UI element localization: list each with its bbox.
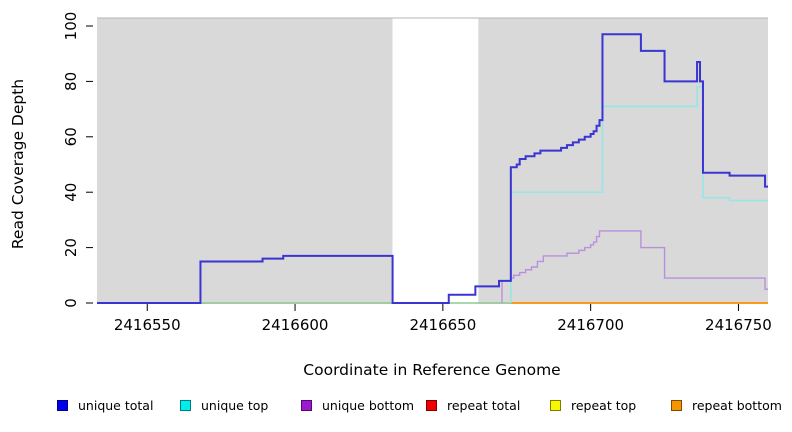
legend-label: repeat bottom [692, 397, 782, 413]
series-unique-top [510, 86, 768, 303]
y-tick-label: 40 [62, 183, 80, 202]
legend-item-repeat-total: repeat total [426, 397, 521, 413]
region-gap-unshaded [392, 18, 479, 304]
x-tick-label: 2416700 [557, 316, 624, 334]
repeat-top-swatch-icon [550, 399, 561, 411]
x-axis-label: Coordinate in Reference Genome [303, 361, 561, 379]
series-unique-bottom [501, 230, 768, 303]
y-tick-label: 20 [62, 238, 80, 257]
repeat-bottom-swatch-icon [671, 399, 682, 411]
y-tick-label: 100 [62, 12, 80, 41]
legend-item-repeat-top: repeat top [550, 397, 637, 413]
y-tick-label: 60 [62, 127, 80, 146]
x-tick-label: 2416650 [409, 316, 476, 334]
legend-label: repeat top [571, 397, 637, 413]
series-unique-total [97, 33, 768, 304]
y-tick-label: 80 [62, 72, 80, 91]
legend-label: unique total [78, 397, 154, 413]
y-tick-label: 0 [62, 298, 80, 308]
x-tick-label: 2416550 [114, 316, 181, 334]
unique-bottom-swatch-icon [301, 399, 312, 411]
legend-item-unique-top: unique top [180, 397, 269, 413]
y-axis-label: Read Coverage Depth [9, 78, 27, 250]
legend-label: unique bottom [322, 397, 415, 413]
x-tick-label: 2416600 [262, 316, 329, 334]
legend-item-repeat-bottom: repeat bottom [671, 397, 782, 413]
x-tick-label: 2416750 [705, 316, 772, 334]
legend-item-unique-bottom: unique bottom [301, 397, 415, 413]
plot-svg: 2416550 2416600 2416650 2416700 2416750 0 20 40… [62, 12, 772, 334]
repeat-total-swatch-icon [426, 399, 437, 411]
unique-total-swatch-icon [57, 399, 68, 411]
legend-label: repeat total [447, 397, 521, 413]
region-shaded-right [478, 18, 768, 304]
unique-top-swatch-icon [180, 399, 191, 411]
legend-label: unique top [201, 397, 269, 413]
legend-item-unique-total: unique total [57, 397, 154, 413]
